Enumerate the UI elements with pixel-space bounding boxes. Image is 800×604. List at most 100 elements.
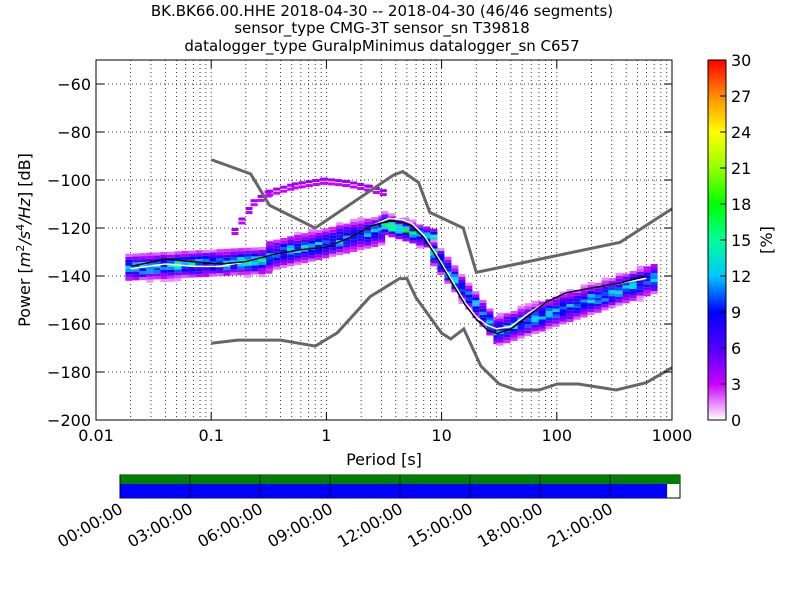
heatmap-cell [402, 235, 410, 239]
heatmap-cell [409, 240, 417, 244]
heatmap-cell [580, 308, 588, 312]
heatmap-cell [230, 254, 238, 258]
heatmap-cell [566, 310, 574, 314]
heatmap-cell [287, 263, 295, 267]
heatmap-cell [524, 333, 532, 337]
heatmap-cell [223, 266, 231, 270]
heatmap-cell [430, 245, 438, 249]
heatmap-cell [437, 272, 445, 275]
heatmap-cell [258, 268, 266, 271]
heatmap-cell [559, 318, 567, 322]
heatmap-cell [188, 274, 196, 278]
heatmap-cell [223, 251, 231, 255]
heatmap-cell-outlier [365, 184, 373, 188]
heatmap-cell [444, 256, 452, 260]
heatmap-cell [629, 289, 637, 292]
heatmap-cell [402, 232, 410, 236]
heatmap-cell [517, 311, 525, 315]
heatmap-cell [538, 325, 546, 329]
heatmap-cell [381, 214, 389, 218]
heatmap-cell [402, 238, 410, 242]
heatmap-cell [357, 238, 365, 242]
heatmap-cell [258, 250, 266, 253]
heatmap-cell [251, 271, 259, 275]
heatmap-cell [273, 242, 281, 246]
heatmap-cell [160, 261, 168, 264]
heatmap-cell [531, 303, 539, 307]
heatmap-cell [209, 255, 217, 259]
heatmap-cell [301, 245, 309, 249]
heatmap-cell [308, 255, 316, 259]
heatmap-cell [343, 247, 351, 251]
heatmap-cell [364, 245, 372, 249]
heatmap-cell [587, 312, 595, 316]
heatmap-cell-outlier [343, 180, 351, 183]
heatmap-cell [357, 229, 365, 233]
heatmap-cell [294, 246, 302, 250]
heatmap-cell [559, 306, 567, 310]
heatmap-cell-outlier [257, 194, 265, 198]
y-axis-label: Power [m2/s4/Hz] [dB] [14, 153, 34, 327]
heatmap-cell [395, 233, 403, 237]
heatmap-cell [315, 236, 323, 239]
heatmap-cell-outlier [291, 182, 299, 186]
heatmap-cell [167, 275, 175, 279]
heatmap-cell-outlier [273, 191, 281, 195]
heatmap-cell [388, 231, 396, 235]
heatmap-cell [167, 254, 175, 258]
heatmap-cell [437, 248, 445, 251]
heatmap-cell [650, 276, 658, 279]
heatmap-cell [146, 276, 154, 280]
heatmap-cell [451, 277, 459, 281]
heatmap-cell [364, 242, 372, 246]
heatmap-cell [153, 276, 161, 280]
heatmap-cell [573, 301, 581, 305]
heatmap-cell [559, 312, 567, 316]
heatmap-cell [622, 300, 630, 304]
heatmap-cell [531, 300, 539, 304]
heatmap-cell [402, 226, 410, 230]
heatmap-cell [280, 244, 288, 247]
colorbar-tick-label: 24 [731, 123, 751, 142]
heatmap-cell [329, 241, 337, 245]
heatmap-cell [587, 309, 595, 313]
heatmap-cell [301, 260, 309, 264]
heatmap-cell [423, 229, 431, 233]
heatmap-cell [251, 247, 259, 251]
heatmap-cell [622, 294, 630, 298]
heatmap-cell [629, 271, 637, 274]
heatmap-cell [608, 299, 616, 303]
colorbar-tick-label: 15 [731, 231, 751, 250]
heatmap-cell [388, 222, 396, 226]
heatmap-cell [643, 278, 651, 282]
heatmap-cell-outlier [287, 183, 295, 187]
heatmap-cell [538, 316, 546, 320]
heatmap-cell [524, 303, 532, 307]
heatmap-cell [580, 284, 588, 288]
heatmap-cell [308, 249, 316, 253]
heatmap-cell [503, 331, 511, 335]
heatmap-cell [545, 311, 553, 315]
heatmap-cell [615, 302, 623, 306]
heatmap-cell [230, 272, 238, 276]
heatmap-cell [160, 255, 168, 258]
heatmap-cell [280, 259, 288, 262]
y-axis: −60 −80 −100 −120 −140 −160 −180 −200 [47, 75, 672, 430]
heatmap-cell [636, 295, 644, 299]
heatmap-cell [444, 268, 452, 272]
heatmap-cell [594, 294, 602, 298]
heatmap-cell [273, 263, 281, 267]
heatmap-cell [479, 308, 487, 312]
heatmap-cell-outlier [266, 189, 274, 193]
heatmap-cell [322, 249, 330, 253]
heatmap-cell [336, 225, 344, 229]
heatmap-cell [423, 232, 431, 236]
heatmap-cell [601, 289, 609, 293]
heatmap-cell [223, 260, 231, 264]
x-axis-label: Period [s] [346, 450, 422, 469]
heatmap-cell [559, 303, 567, 307]
heatmap-cell [423, 226, 431, 230]
heatmap-cell [350, 246, 358, 249]
heatmap-cell [294, 231, 302, 235]
